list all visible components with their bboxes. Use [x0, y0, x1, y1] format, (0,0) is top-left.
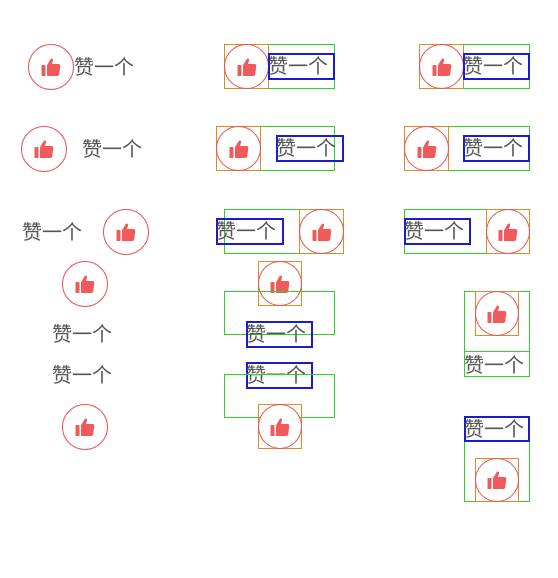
like-label: 赞一个	[22, 220, 82, 244]
like-button[interactable]	[299, 209, 344, 254]
thumbs-up-icon	[485, 302, 509, 326]
like-label: 赞一个	[463, 54, 523, 78]
like-button[interactable]	[62, 404, 108, 450]
like-button[interactable]	[224, 44, 269, 89]
thumbs-up-icon	[32, 137, 56, 161]
thumbs-up-icon	[485, 468, 509, 492]
like-button[interactable]	[419, 44, 464, 89]
like-button[interactable]	[258, 261, 302, 306]
text-box	[276, 135, 344, 162]
thumbs-up-icon	[235, 55, 259, 79]
like-label: 赞一个	[276, 136, 336, 160]
like-label: 赞一个	[74, 55, 134, 79]
text-box	[246, 321, 313, 348]
thumbs-up-icon	[114, 220, 138, 244]
like-label: 赞一个	[216, 219, 276, 243]
text-box	[246, 362, 313, 389]
thumbs-up-icon	[310, 220, 334, 244]
like-button[interactable]	[258, 404, 302, 449]
like-label: 赞一个	[464, 417, 524, 441]
like-button[interactable]	[21, 126, 67, 172]
like-button[interactable]	[28, 44, 74, 90]
thumbs-up-icon	[430, 55, 454, 79]
like-label: 赞一个	[246, 363, 306, 387]
text-box	[463, 53, 530, 80]
like-label: 赞一个	[268, 54, 328, 78]
thumbs-up-icon	[227, 137, 251, 161]
thumbs-up-icon	[73, 272, 97, 296]
thumbs-up-icon	[268, 415, 292, 439]
like-label: 赞一个	[404, 219, 464, 243]
like-label: 赞一个	[52, 363, 112, 387]
like-button[interactable]	[475, 458, 519, 502]
like-button[interactable]	[103, 209, 149, 255]
text-box	[463, 135, 530, 162]
like-button[interactable]	[404, 126, 449, 171]
thumbs-up-icon	[496, 220, 520, 244]
like-button[interactable]	[62, 261, 108, 307]
like-label: 赞一个	[246, 322, 306, 346]
thumbs-up-icon	[39, 55, 63, 79]
text-box	[464, 416, 530, 442]
thumbs-up-icon	[73, 415, 97, 439]
text-box	[404, 218, 471, 245]
like-button[interactable]	[216, 126, 261, 171]
text-box	[464, 351, 530, 377]
like-button[interactable]	[486, 209, 530, 254]
like-label: 赞一个	[464, 353, 524, 377]
like-button[interactable]	[475, 291, 519, 336]
like-container[interactable]	[224, 291, 335, 335]
like-label: 赞一个	[463, 136, 523, 160]
text-box	[216, 218, 284, 245]
text-box	[268, 53, 335, 80]
like-label: 赞一个	[52, 322, 112, 346]
like-label: 赞一个	[82, 137, 142, 161]
thumbs-up-icon	[415, 137, 439, 161]
